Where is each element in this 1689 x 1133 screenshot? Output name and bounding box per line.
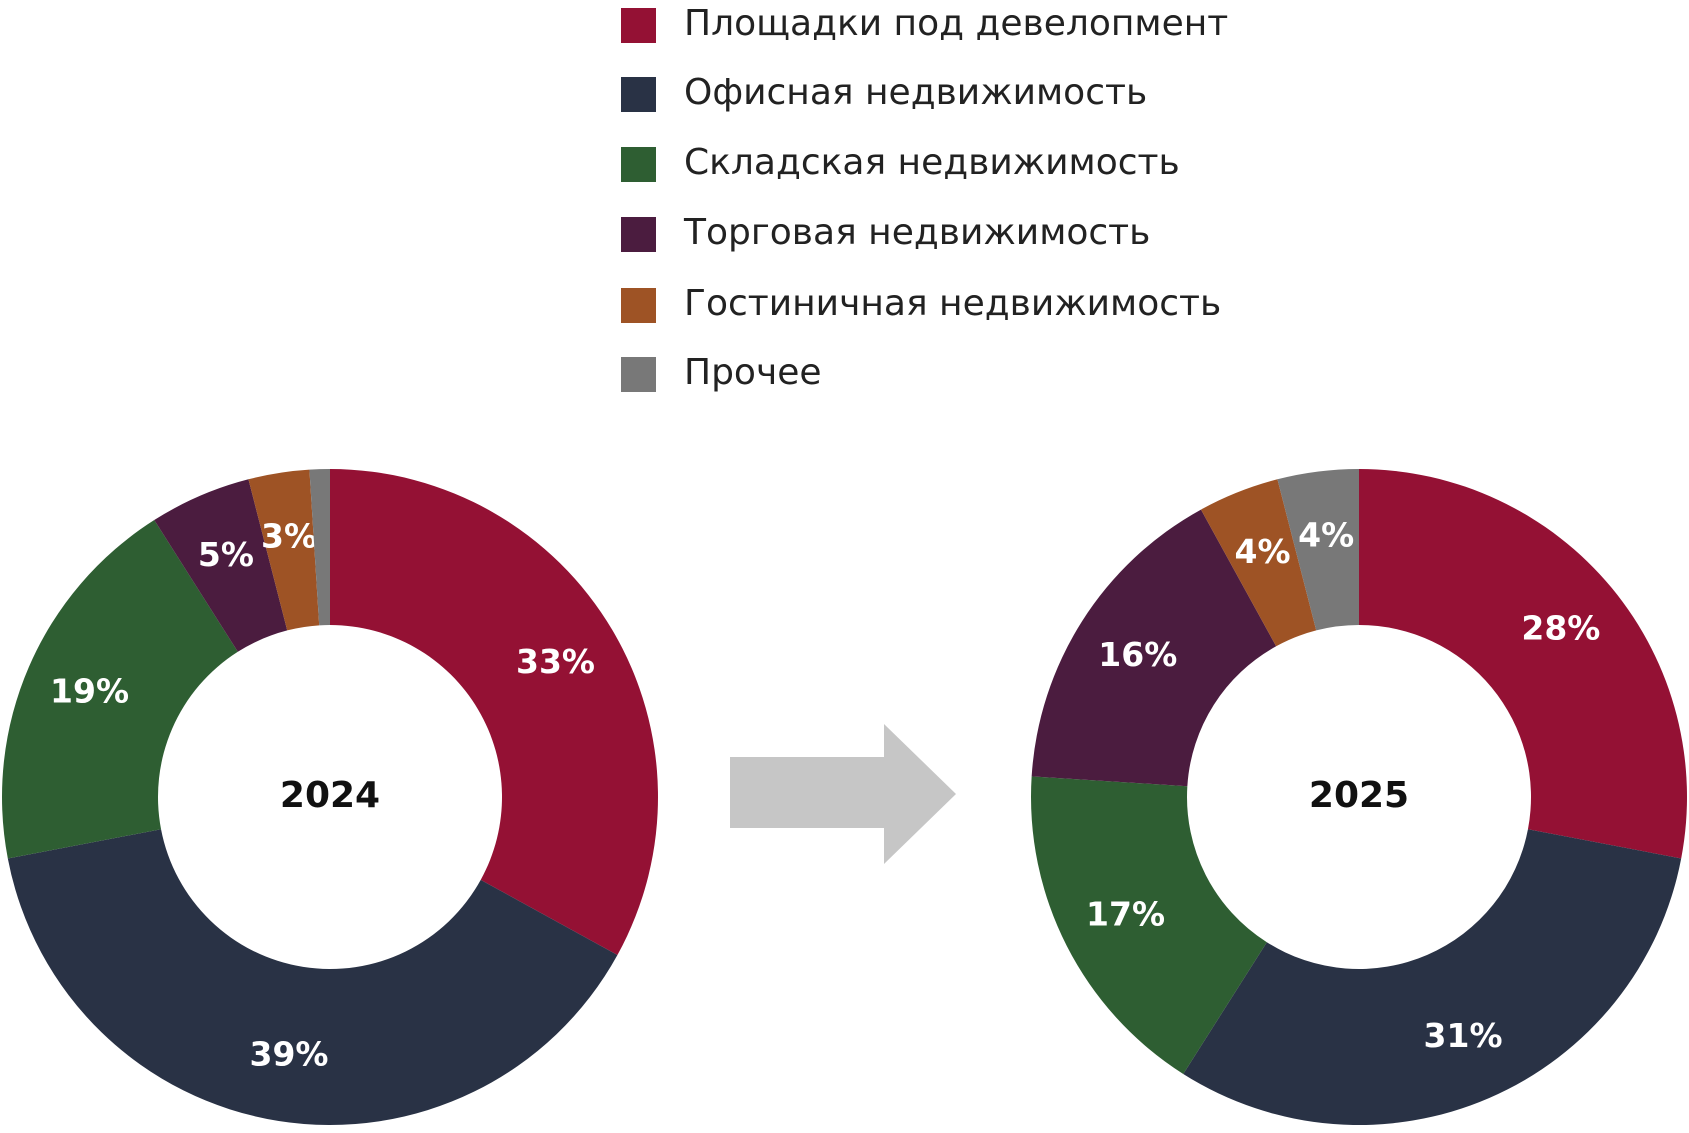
donut-segment [248, 469, 320, 631]
legend-label: Прочее [684, 352, 822, 393]
donut-segment [154, 479, 288, 652]
value-label: 17% [1086, 894, 1165, 933]
legend-swatch [621, 8, 656, 43]
legend-label: Гостиничная недвижимость [684, 283, 1221, 324]
donut-segment [1359, 469, 1687, 859]
center-label: 2024 [280, 775, 380, 816]
legend-label: Офисная недвижимость [684, 72, 1147, 113]
legend-label: Торговая недвижимость [683, 212, 1150, 253]
legend-swatch [621, 217, 656, 252]
value-label: 5% [198, 535, 254, 574]
value-label: 31% [1424, 1016, 1503, 1055]
arrow [730, 724, 956, 864]
donut-segment [330, 469, 658, 956]
donut-segment [1, 520, 238, 859]
value-label: 4% [1298, 516, 1354, 555]
legend-swatch [621, 147, 656, 182]
value-label: 3% [261, 517, 317, 556]
value-label: 19% [50, 671, 129, 710]
legend-swatch [621, 288, 656, 323]
legend-label: Складская недвижимость [684, 142, 1180, 183]
value-label: 4% [1235, 532, 1291, 571]
donut-segment [1277, 469, 1359, 631]
donut-segment [7, 829, 618, 1125]
donut-segment [1031, 776, 1267, 1074]
donut-segment [1200, 479, 1317, 647]
donut-segment [1183, 829, 1682, 1125]
value-label: 33% [516, 642, 595, 681]
donut-segment [309, 469, 330, 626]
value-label: 39% [250, 1034, 329, 1073]
value-label: 28% [1521, 608, 1600, 647]
legend-swatch [621, 357, 656, 392]
value-label: 1% [291, 420, 347, 459]
legend-swatch [621, 77, 656, 112]
legend-label: Площадки под девелопмент [684, 3, 1228, 44]
center-label: 2025 [1309, 775, 1409, 816]
donut-segment [1031, 509, 1277, 787]
value-label: 16% [1098, 635, 1177, 674]
